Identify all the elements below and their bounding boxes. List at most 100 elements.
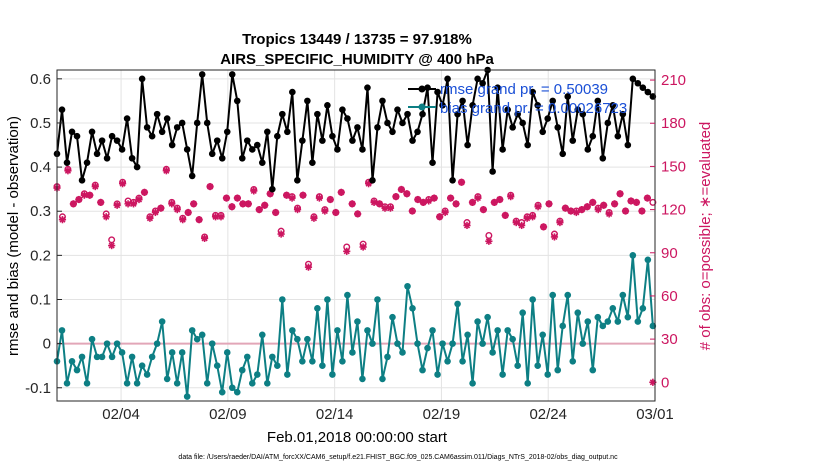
obs-evaluated-point (277, 230, 285, 238)
rmse-point (123, 115, 131, 122)
obs-evaluated-point (310, 214, 318, 222)
y-left-tick-label: 0.4 (30, 159, 51, 176)
rmse-point (168, 141, 176, 149)
bias-point (529, 296, 536, 303)
bias-point (604, 318, 612, 325)
rmse-point (609, 102, 617, 109)
bias-point (464, 331, 471, 339)
rmse-point (339, 106, 346, 114)
rmse-point (218, 154, 226, 162)
rmse-point (369, 177, 376, 184)
obs-evaluated-point (589, 198, 597, 206)
obs-evaluated-point (200, 234, 209, 242)
bias-point (329, 371, 336, 378)
bias-point (83, 380, 91, 387)
rmse-line (56, 69, 654, 191)
y-left-tick-label: 0.1 (30, 291, 51, 308)
rmse-point (264, 128, 271, 136)
bias-point (253, 371, 261, 378)
rmse-point (359, 146, 366, 153)
rmse-point (334, 146, 341, 153)
rmse-point (574, 106, 582, 114)
obs-evaluated-point (69, 200, 77, 208)
bias-point (584, 318, 592, 325)
obs-evaluated-point (545, 200, 553, 208)
bias-point (133, 380, 141, 387)
bias-point (459, 357, 466, 365)
obs-evaluated-point (173, 205, 181, 214)
bias-point (143, 371, 151, 378)
bias-point (78, 353, 86, 361)
rmse-point (629, 75, 637, 83)
rmse-point (459, 97, 466, 105)
rmse-point (138, 75, 146, 83)
y-right-tick-label: 30 (661, 331, 678, 348)
rmse-point (619, 110, 627, 118)
bias-point (414, 340, 421, 347)
bias-point (203, 380, 211, 387)
bias-point (208, 340, 216, 347)
obs-evaluated-point (556, 218, 564, 227)
rmse-point (279, 110, 286, 118)
rmse-point (344, 115, 351, 122)
rmse-point (539, 128, 547, 136)
rmse-point (389, 128, 396, 136)
bias-point (489, 349, 496, 356)
rmse-point (143, 124, 151, 131)
obs-evaluated-point (129, 200, 138, 208)
obs-evaluated-point (550, 233, 559, 241)
series-obs-evaluated (53, 167, 657, 386)
y-right-tick-label: 180 (661, 115, 686, 132)
rmse-point (83, 159, 91, 166)
rmse-point (299, 137, 306, 144)
bias-point (73, 366, 81, 374)
rmse-point (364, 84, 371, 91)
obs-evaluated-point (485, 237, 493, 245)
obs-evaluated-point (386, 204, 395, 212)
rmse-point (634, 79, 642, 87)
obs-evaluated-point (600, 201, 608, 209)
rmse-point (78, 177, 86, 184)
rmse-point (193, 119, 201, 127)
bias-point (148, 353, 156, 361)
bias-point (439, 340, 446, 347)
obs-possible-point (649, 198, 657, 206)
rmse-point (409, 137, 416, 144)
obs-evaluated-point (168, 200, 176, 208)
rmse-point (494, 84, 501, 91)
rmse-point (68, 128, 76, 136)
series-bias (53, 252, 657, 400)
bias-point (579, 340, 587, 347)
rmse-point (163, 115, 171, 122)
bias-point (123, 380, 131, 387)
bias-point (364, 327, 371, 334)
rmse-point (148, 132, 156, 140)
bias-point (98, 353, 106, 361)
obs-evaluated-point (140, 188, 149, 196)
obs-evaluated-point (507, 193, 515, 201)
rmse-point (158, 128, 166, 136)
rmse-point (564, 93, 572, 100)
bias-point (319, 362, 326, 369)
bias-point (379, 375, 386, 383)
obs-evaluated-point (474, 194, 482, 202)
bias-point (369, 340, 376, 347)
x-axis-label: Feb.01,2018 00:00:00 start (267, 429, 448, 446)
chart-title: Tropics 13449 / 13735 = 97.918% (242, 31, 472, 48)
bias-point (599, 322, 607, 330)
series-rmse (53, 66, 657, 193)
rmse-point (284, 128, 291, 136)
bias-point (454, 300, 461, 308)
bias-point (183, 393, 191, 400)
rmse-point (248, 146, 256, 153)
rmse-point (504, 106, 511, 114)
rmse-point (93, 150, 101, 158)
bias-point (484, 313, 491, 321)
rmse-point (549, 97, 557, 105)
obs-evaluated-point (452, 200, 460, 208)
obs-evaluated-point (293, 205, 302, 214)
bias-point (218, 388, 226, 396)
obs-evaluated-point (195, 216, 203, 224)
obs-evaluated-point (244, 200, 252, 208)
obs-evaluated-point (146, 214, 154, 222)
